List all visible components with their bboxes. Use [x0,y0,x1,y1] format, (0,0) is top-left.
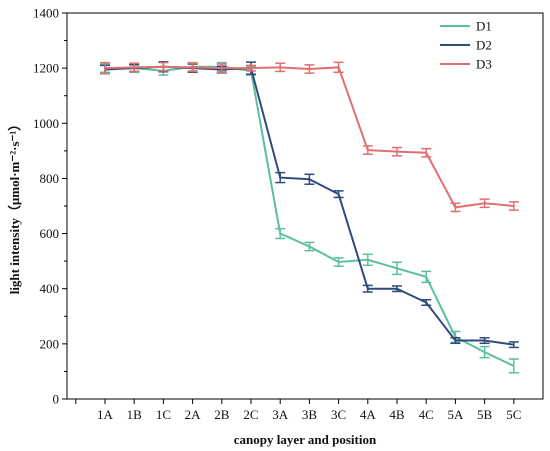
legend-label: D1 [476,19,492,34]
legend-label: D3 [476,57,492,72]
error-bar [392,261,402,276]
legend-item-D1: D1 [440,19,492,34]
error-bar [479,337,490,345]
error-bar [187,62,198,73]
series-D1 [100,61,519,374]
error-bar [450,337,461,345]
error-bar [508,341,519,349]
error-bar [362,145,373,155]
error-bar [333,61,344,74]
error-bar [275,171,286,184]
x-tick-label: 4A [360,407,377,422]
y-axis-title: light intensity（μmol·m⁻²·s⁻¹） [7,118,22,295]
error-bar [100,61,110,75]
y-tick-label: 1000 [33,116,59,131]
error-bar [333,190,344,199]
x-tick-label: 4B [389,407,405,422]
x-tick-label: 5B [477,407,493,422]
error-bar [421,147,432,158]
legend: D1 D2 D3 [440,19,492,72]
y-tick-label: 600 [40,226,60,241]
x-tick-label: 5C [506,407,521,422]
x-tick-label: 3B [302,407,318,422]
error-bar [246,64,256,72]
legend-label: D2 [476,38,492,53]
error-bar [333,257,344,267]
error-bar [158,61,169,72]
x-tick-label: 2C [243,407,258,422]
x-tick-label: 5A [447,407,464,422]
error-bar [479,198,490,209]
error-bar [275,62,286,73]
x-tick-label: 2A [185,407,202,422]
error-bar [508,358,519,374]
series-layer [100,61,519,374]
error-bar [479,345,490,359]
x-tick-label: 3C [331,407,346,422]
error-bar [304,173,315,185]
error-bar [450,202,461,213]
x-tick-label: 1C [156,407,171,422]
x-tick-label: 1A [97,407,114,422]
x-tick-label: 4C [419,407,434,422]
series-D3 [100,61,519,213]
series-line-D1 [105,65,515,367]
error-bar [421,298,432,307]
x-tick-label: 1B [127,407,143,422]
error-bar [304,64,315,74]
y-tick-label: 1400 [33,6,59,21]
error-bar [392,146,402,157]
y-tick-label: 400 [40,281,60,296]
legend-item-D2: D2 [440,38,492,53]
x-axis-title: canopy layer and position [234,432,377,447]
y-tick-label: 200 [40,336,60,351]
error-bar [362,284,373,293]
y-tick-label: 800 [40,171,60,186]
error-bar [392,285,402,293]
error-bar [362,253,373,267]
error-bar [275,227,286,240]
error-bar [216,63,227,74]
error-bar [421,270,432,284]
series-line-D3 [104,65,514,209]
series-line-D2 [104,65,514,346]
axes: 0 200 400 600 800 1000 1200 1400 1A 1B 1C 2A 2B 2C 3A 3… [33,6,544,422]
error-bar [508,201,519,211]
x-tick-label: 3A [272,407,289,422]
error-bar [129,62,140,73]
legend-item-D3: D3 [440,57,492,72]
y-tick-label: 1200 [33,61,59,76]
error-bar [304,241,315,252]
y-tick-label: 0 [53,392,60,407]
x-tick-label: 2B [214,407,230,422]
